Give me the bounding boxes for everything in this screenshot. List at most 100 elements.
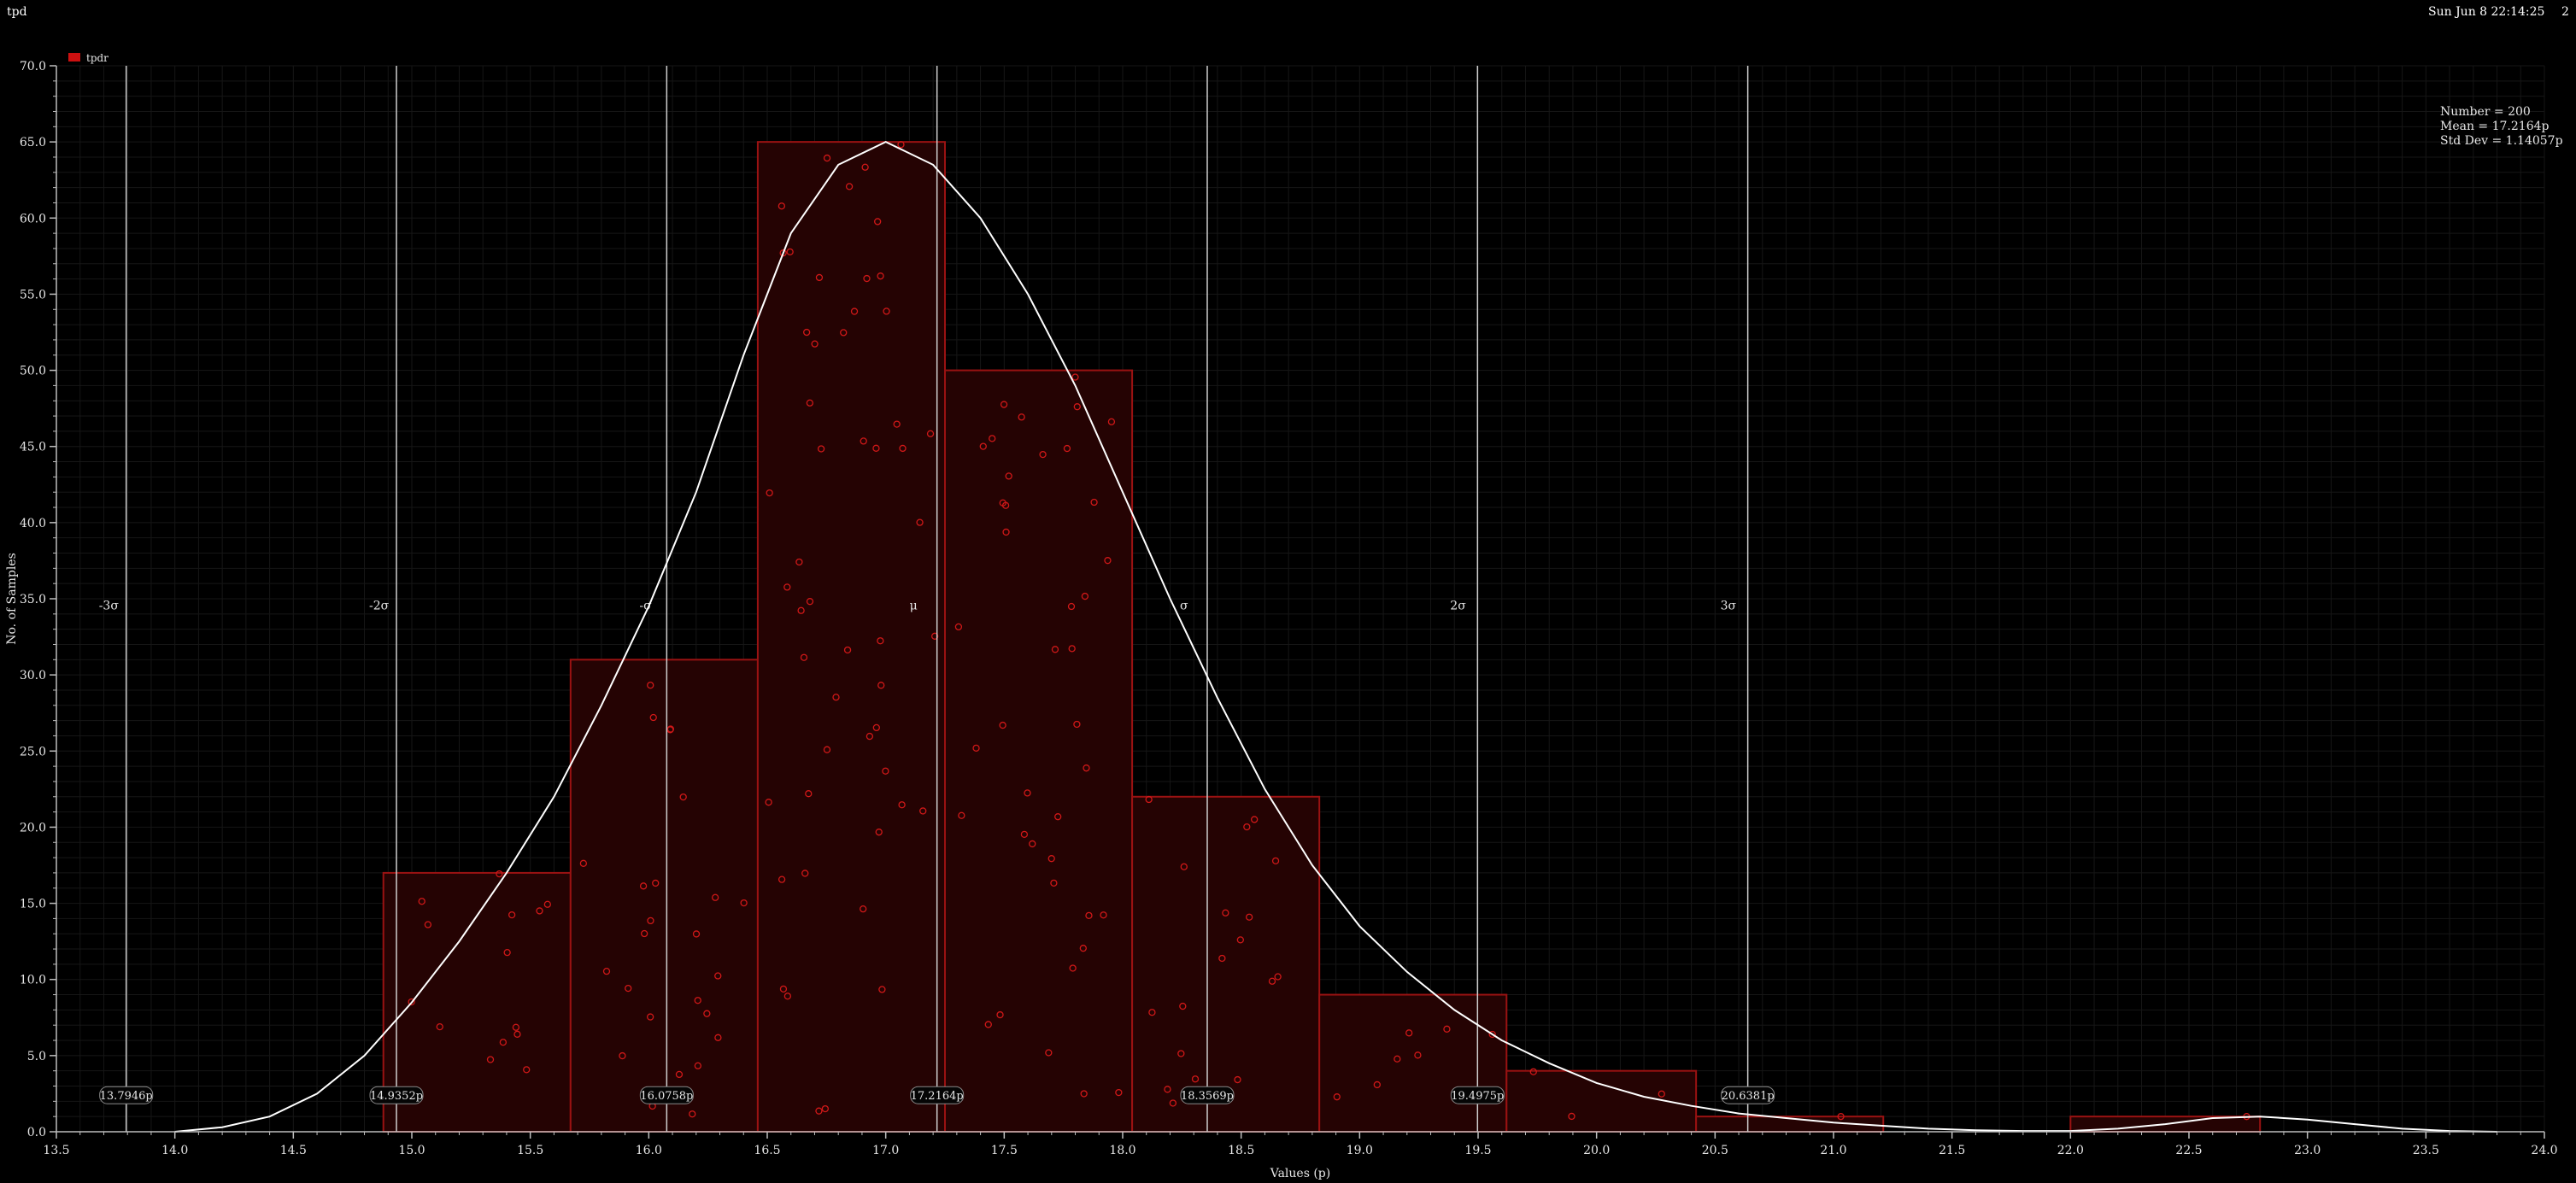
x-tick-label: 15.0 [398, 1144, 425, 1157]
sample-marker [1234, 1075, 1241, 1084]
stats-std-dev: Std Dev = 1.14057p [2440, 134, 2563, 148]
sample-marker [779, 249, 787, 257]
sample-marker [649, 713, 657, 722]
sample-marker [1179, 1002, 1187, 1010]
sample-marker [1405, 1029, 1413, 1037]
sample-marker [823, 154, 831, 162]
x-tick-label: 20.5 [1702, 1144, 1728, 1157]
sample-marker [984, 1021, 992, 1028]
y-tick-label: 40.0 [20, 517, 46, 530]
sample-marker [1039, 450, 1047, 459]
y-tick-label: 25.0 [20, 745, 46, 758]
sample-marker [850, 307, 859, 315]
sample-marker [543, 900, 551, 908]
sample-marker [675, 1070, 684, 1079]
sample-marker [647, 682, 654, 689]
sample-marker [860, 905, 867, 913]
sample-marker [845, 183, 854, 190]
sample-marker [1100, 911, 1107, 919]
sample-marker [989, 435, 996, 442]
x-tick-label: 13.5 [43, 1144, 69, 1157]
sample-marker [512, 1023, 520, 1031]
sample-marker [508, 911, 516, 919]
sample-marker [1373, 1081, 1381, 1089]
sample-marker [815, 1107, 823, 1115]
sample-marker [1080, 1090, 1088, 1098]
sample-marker [1414, 1051, 1422, 1059]
y-tick-label: 0.0 [27, 1126, 46, 1139]
x-tick-label: 21.0 [1820, 1144, 1846, 1157]
x-tick-label: 19.5 [1464, 1144, 1491, 1157]
sample-marker [1067, 602, 1076, 611]
sample-marker [1104, 557, 1112, 565]
sample-marker [1245, 913, 1253, 921]
y-tick-label: 20.0 [20, 821, 46, 835]
sample-marker [806, 598, 814, 606]
x-tick-label: 19.0 [1347, 1144, 1373, 1157]
sample-marker [602, 968, 611, 975]
sigma-value-label: 17.2164p [911, 1090, 964, 1103]
histogram-bar [1131, 795, 1321, 1133]
sample-marker [795, 558, 803, 566]
sample-marker [523, 1066, 531, 1074]
sample-marker [1085, 911, 1093, 920]
sample-marker [714, 1034, 722, 1041]
sigma-value-box [639, 1086, 694, 1104]
sigma-value-label: 20.6381p [1722, 1090, 1775, 1103]
sample-marker [815, 273, 824, 282]
sample-marker [625, 984, 632, 993]
sample-marker [1002, 528, 1010, 536]
sample-marker [740, 899, 748, 907]
sample-marker [1268, 977, 1276, 985]
sample-marker [1148, 1009, 1156, 1016]
sample-marker [513, 1030, 521, 1038]
x-tick-label: 14.5 [280, 1144, 307, 1157]
sample-marker [666, 725, 675, 733]
sample-marker [619, 1051, 626, 1060]
x-tick-label: 20.0 [1583, 1144, 1610, 1157]
sample-marker [1169, 1099, 1177, 1107]
sample-marker [503, 949, 511, 957]
sample-marker [1394, 1055, 1401, 1063]
x-tick-label: 24.0 [2531, 1144, 2557, 1157]
sample-marker [1568, 1112, 1576, 1121]
sample-marker [1243, 823, 1251, 831]
sample-marker [689, 1110, 696, 1118]
y-tick-label: 65.0 [20, 136, 46, 149]
sample-marker [1191, 1075, 1200, 1083]
sample-marker [1050, 879, 1058, 887]
sample-marker [1164, 1086, 1171, 1093]
y-tick-label: 5.0 [27, 1050, 46, 1063]
sample-marker [954, 623, 963, 631]
page-number: 2 [2561, 5, 2569, 19]
sample-marker [926, 430, 935, 437]
y-tick-label: 15.0 [20, 898, 46, 911]
x-tick-label: 18.0 [1109, 1144, 1135, 1157]
sample-marker [1090, 498, 1098, 507]
sigma-value-box [369, 1086, 424, 1104]
x-tick-label: 16.0 [636, 1144, 662, 1157]
sample-marker [714, 972, 722, 980]
x-tick-label: 14.0 [161, 1144, 188, 1157]
sigma-label: μ [910, 599, 918, 612]
sample-marker [765, 799, 772, 806]
sample-marker [899, 444, 907, 453]
y-tick-label: 70.0 [20, 60, 46, 73]
sample-marker [679, 793, 687, 801]
sigma-value-box [1180, 1086, 1235, 1104]
y-tick-label: 55.0 [20, 288, 46, 302]
sample-marker [1837, 1113, 1845, 1121]
sample-marker [1488, 1030, 1496, 1039]
x-tick-label: 15.5 [517, 1144, 543, 1157]
sample-marker [1115, 1088, 1123, 1097]
x-tick-label: 22.0 [2057, 1144, 2084, 1157]
sample-marker [694, 997, 701, 1004]
sample-marker [1069, 964, 1077, 972]
sample-marker [898, 801, 906, 809]
y-axis-label: No. of Samples [5, 553, 19, 645]
histogram-bar [569, 659, 759, 1133]
sigma-value-box [1721, 1086, 1775, 1104]
sigma-value-label: 14.9352p [370, 1090, 423, 1103]
x-tick-label: 22.5 [2175, 1144, 2202, 1157]
